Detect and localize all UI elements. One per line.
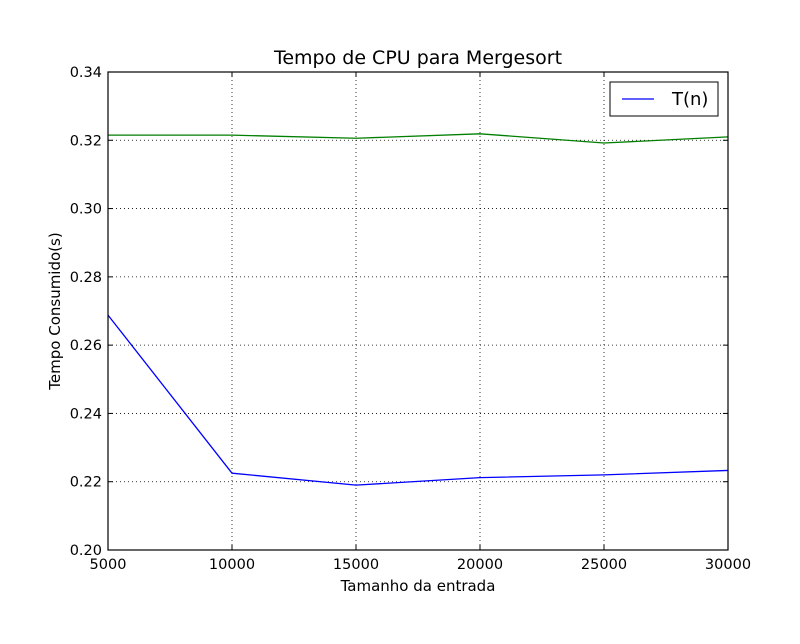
y-axis-label: Tempo Consumido(s) (46, 232, 64, 390)
y-tick-label: 0.24 (70, 406, 102, 422)
plot-frame (107, 71, 729, 551)
x-tick-label: 10000 (209, 557, 255, 573)
x-tick-label: 5000 (90, 557, 127, 573)
series-layer (107, 133, 729, 486)
series-line-2 (108, 133, 729, 144)
y-tick-label: 0.22 (70, 475, 102, 491)
tick-layer: 5000 10000 15000 20000 25000 30000 0.20 0.22 0.2… (70, 65, 751, 573)
y-tick-label: 0.20 (70, 543, 102, 559)
x-tick-label: 30000 (705, 557, 751, 573)
y-tick-label: 0.32 (70, 133, 102, 149)
x-tick-label: 20000 (457, 557, 503, 573)
legend: T(n) (609, 81, 719, 117)
legend-entry-label: T(n) (671, 89, 708, 110)
series-line-1 (107, 314, 729, 486)
x-tick-label: 25000 (581, 557, 627, 573)
x-axis-label: Tamanho da entrada (340, 577, 496, 595)
y-tick-label: 0.30 (70, 202, 102, 218)
y-tick-label: 0.28 (70, 270, 102, 286)
x-tick-label: 15000 (333, 557, 379, 573)
y-tick-label: 0.26 (70, 338, 102, 354)
y-tick-label: 0.34 (70, 65, 102, 81)
grid-layer (108, 72, 728, 550)
chart-title: Tempo de CPU para Mergesort (273, 47, 562, 69)
